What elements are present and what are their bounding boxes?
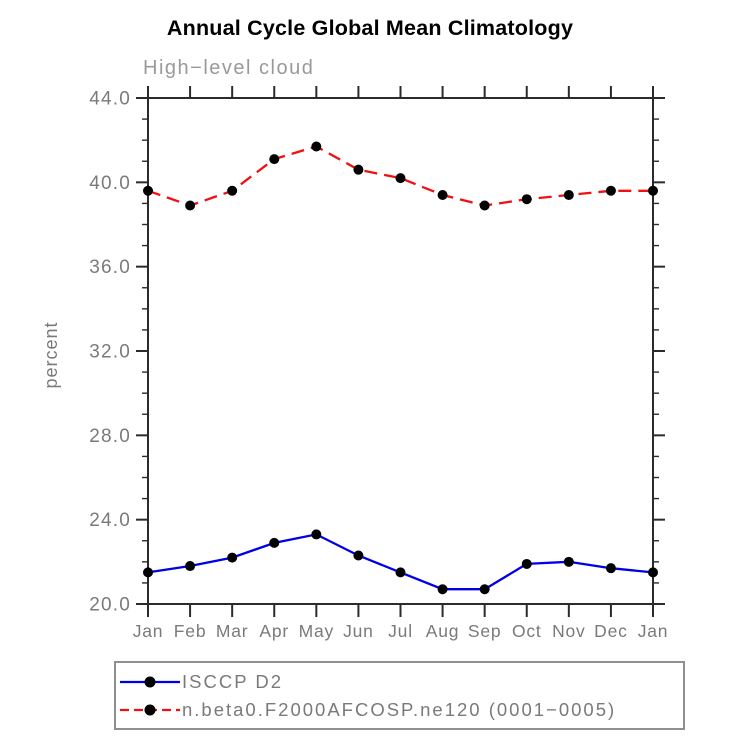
y-axis-minor-ticks <box>142 118 659 584</box>
data-point-marker <box>269 154 280 165</box>
series-0 <box>143 529 658 595</box>
x-tick-label: Oct <box>512 621 542 641</box>
legend-label: ISCCP D2 <box>182 670 283 692</box>
data-point-marker <box>269 537 280 548</box>
data-point-marker <box>311 141 322 152</box>
x-tick-label: May <box>299 621 334 641</box>
y-tick-label: 44.0 <box>89 89 131 110</box>
plot-border <box>147 97 654 605</box>
annual-cycle-plot: 20.0 24.0 28.0 32.0 36.0 40.0 44.0 Jan Feb Mar Apr… <box>41 57 669 641</box>
legend-sample-marker <box>144 704 156 715</box>
legend-item: n.beta0.F2000AFCOSP.ne120 (0001−0005) <box>118 699 683 721</box>
x-tick-label: Sep <box>468 621 502 641</box>
x-tick-label: Jun <box>343 621 374 641</box>
legend-item: ISCCP D2 <box>118 671 683 693</box>
y-axis-tick-labels: 20.0 24.0 28.0 32.0 36.0 40.0 44.0 <box>89 89 131 616</box>
plot-subtitle: High−level cloud <box>143 57 314 79</box>
data-point-marker <box>395 173 406 184</box>
data-point-marker <box>395 567 406 578</box>
data-point-marker <box>563 189 574 200</box>
data-point-marker <box>143 567 153 578</box>
legend-label: n.beta0.F2000AFCOSP.ne120 (0001−0005) <box>182 698 617 720</box>
y-tick-label: 32.0 <box>89 342 131 363</box>
data-point-marker <box>437 189 448 200</box>
x-tick-label: Dec <box>594 621 628 641</box>
data-point-marker <box>648 185 658 196</box>
y-tick-label: 24.0 <box>89 510 131 531</box>
data-point-marker <box>521 558 532 569</box>
x-tick-label: Nov <box>552 621 586 641</box>
series-line <box>147 533 654 591</box>
data-point-marker <box>521 194 532 205</box>
y-axis-major-ticks <box>136 97 665 605</box>
x-axis-ticks <box>147 86 654 617</box>
x-tick-label: Apr <box>259 621 289 641</box>
series-1 <box>143 141 658 211</box>
x-tick-label: Jul <box>388 621 413 641</box>
data-point-marker <box>479 584 490 595</box>
y-tick-label: 40.0 <box>89 173 131 194</box>
legend-line-sample-icon <box>120 676 180 687</box>
y-tick-label: 36.0 <box>89 257 131 278</box>
x-tick-label: Feb <box>174 621 207 641</box>
data-point-marker <box>605 185 616 196</box>
x-tick-label: Jan <box>133 621 164 641</box>
data-point-marker <box>353 164 364 175</box>
data-point-marker <box>143 185 153 196</box>
data-point-marker <box>563 556 574 567</box>
x-tick-label: Aug <box>426 621 460 641</box>
x-tick-label: Jan <box>638 621 669 641</box>
x-tick-label: Mar <box>216 621 249 641</box>
data-point-marker <box>185 200 196 211</box>
legend-sample-marker <box>144 676 156 687</box>
chart-title: Annual Cycle Global Mean Climatology <box>166 16 574 40</box>
legend: ISCCP D2 n.beta0.F2000AFCOSP.ne120 (0001… <box>114 661 685 730</box>
y-tick-label: 20.0 <box>89 595 131 616</box>
x-axis-tick-labels: Jan Feb Mar Apr May Jun Jul Aug Sep Oct Nov Dec Jan <box>133 621 669 641</box>
data-point-marker <box>227 552 238 563</box>
data-point-marker <box>605 563 616 574</box>
data-point-marker <box>311 529 322 540</box>
y-axis-title: percent <box>41 321 61 388</box>
legend-line-sample-icon <box>120 704 180 715</box>
y-tick-label: 28.0 <box>89 426 131 447</box>
data-point-marker <box>227 185 238 196</box>
data-point-marker <box>353 550 364 561</box>
data-point-marker <box>437 584 448 595</box>
data-point-marker <box>185 561 196 572</box>
data-point-marker <box>648 567 658 578</box>
data-point-marker <box>479 200 490 211</box>
